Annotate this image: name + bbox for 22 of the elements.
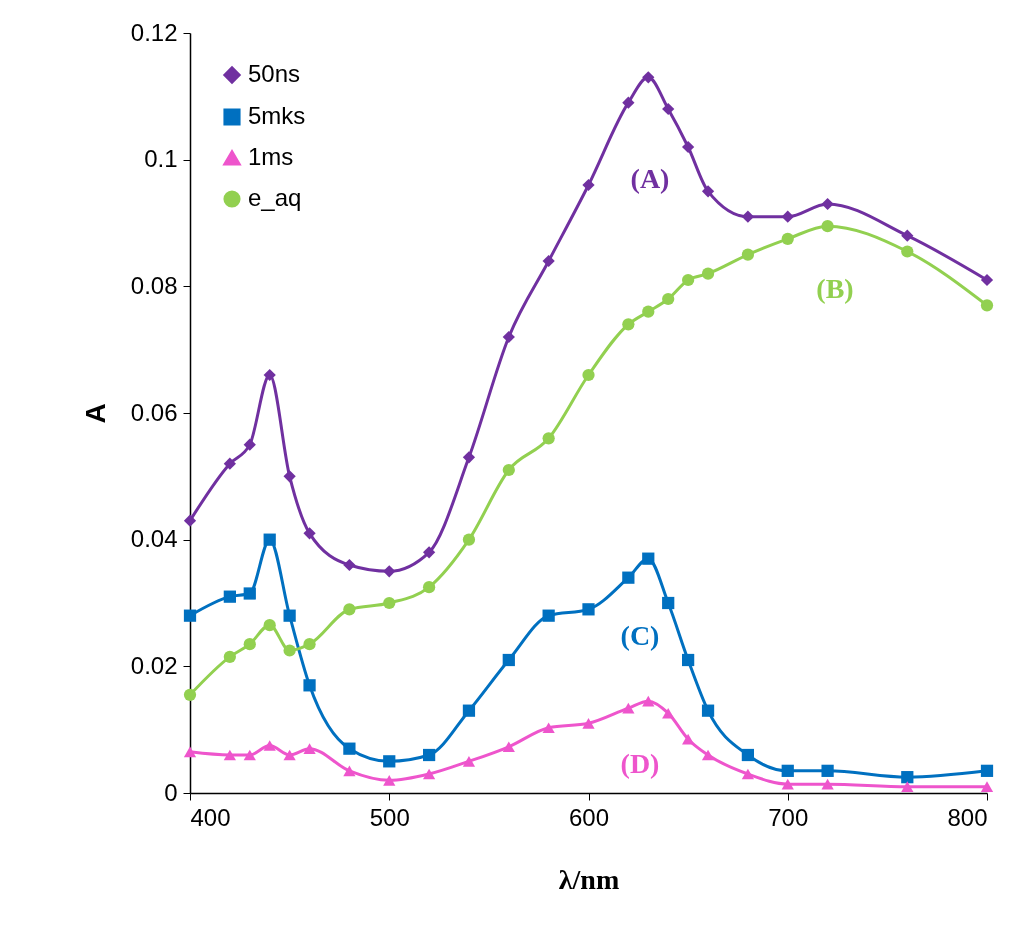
x-tick-label: 800 (947, 803, 988, 831)
x-tick-label: 500 (369, 803, 410, 831)
legend-label: e_aq (248, 184, 302, 211)
y-tick-label: 0.02 (130, 651, 178, 679)
annotation: (C) (620, 620, 660, 651)
y-tick-label: 0.06 (130, 398, 178, 426)
y-axis-title: A (79, 403, 111, 424)
annotation: (D) (620, 748, 660, 779)
x-tick-label: 400 (190, 803, 231, 831)
x-tick-label: 600 (568, 803, 610, 831)
y-tick-label: 0 (164, 778, 178, 806)
x-axis-title: λ/nm (558, 863, 620, 895)
y-tick-label: 0.1 (144, 145, 178, 173)
legend-label: 50ns (248, 60, 301, 87)
x-tick-label: 700 (768, 803, 809, 831)
legend-label: 5mks (248, 102, 306, 129)
legend-label: 1ms (248, 143, 294, 170)
y-tick-label: 0.04 (130, 525, 178, 553)
annotation: (B) (816, 273, 854, 304)
y-tick-label: 0.08 (130, 271, 178, 299)
annotation: (A) (630, 163, 670, 194)
y-tick-label: 0.12 (130, 18, 178, 46)
